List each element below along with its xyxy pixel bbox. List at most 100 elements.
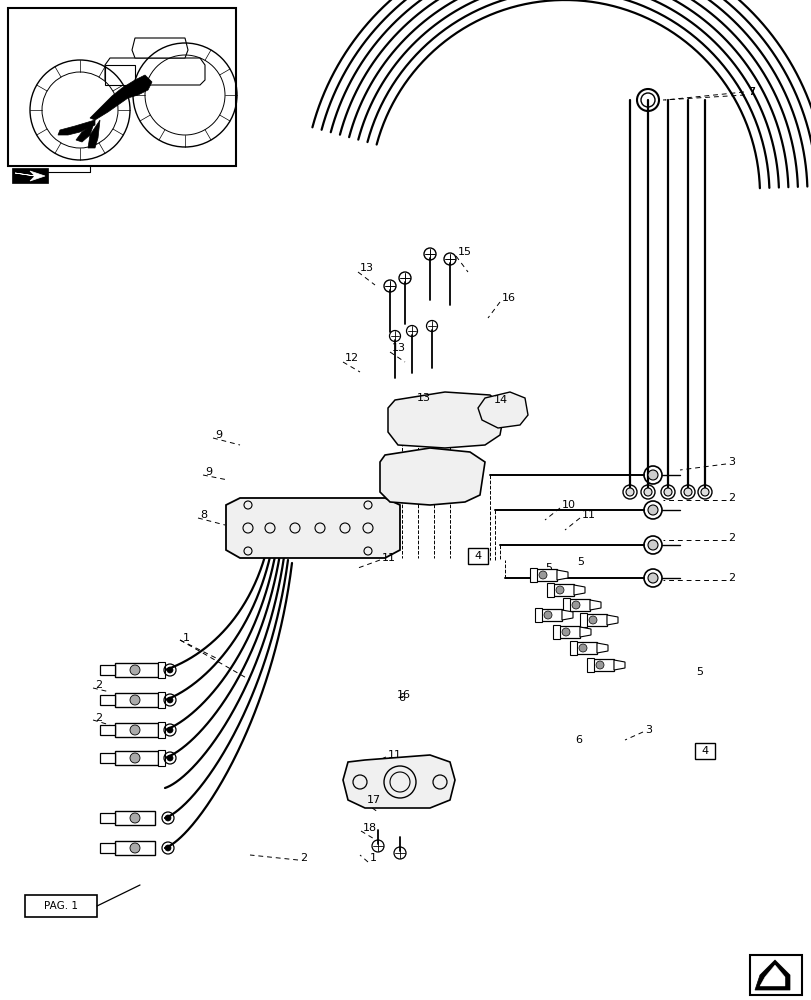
Text: 9: 9 (204, 467, 212, 477)
Polygon shape (552, 625, 560, 639)
Circle shape (167, 755, 173, 761)
Polygon shape (530, 568, 536, 582)
Polygon shape (100, 843, 115, 853)
Circle shape (165, 815, 171, 821)
Polygon shape (562, 598, 569, 612)
Text: 2: 2 (299, 853, 307, 863)
Text: 2: 2 (727, 573, 734, 583)
Text: 5: 5 (695, 667, 702, 677)
Polygon shape (100, 665, 115, 675)
Polygon shape (574, 642, 596, 654)
Text: 10: 10 (561, 500, 575, 510)
Polygon shape (115, 751, 158, 765)
Polygon shape (584, 614, 607, 626)
Text: 4: 4 (474, 551, 481, 561)
Bar (467, 548, 487, 564)
Circle shape (130, 695, 139, 705)
Text: 11: 11 (581, 510, 595, 520)
Text: 3: 3 (727, 457, 734, 467)
Polygon shape (759, 965, 784, 986)
Text: 8: 8 (200, 510, 207, 520)
Polygon shape (579, 613, 586, 627)
Text: 18: 18 (363, 823, 376, 833)
Polygon shape (478, 392, 527, 428)
Circle shape (578, 644, 586, 652)
Text: 5: 5 (544, 563, 551, 573)
Polygon shape (534, 608, 541, 622)
Polygon shape (561, 610, 573, 620)
Circle shape (130, 753, 139, 763)
Polygon shape (754, 960, 789, 990)
Polygon shape (115, 841, 155, 855)
Circle shape (683, 488, 691, 496)
Text: 11: 11 (388, 750, 401, 760)
Polygon shape (100, 753, 115, 763)
Text: 3: 3 (644, 725, 651, 735)
Polygon shape (342, 755, 454, 808)
Polygon shape (591, 659, 613, 671)
Polygon shape (158, 750, 165, 766)
Circle shape (595, 661, 603, 669)
Polygon shape (115, 693, 158, 707)
Circle shape (647, 573, 657, 583)
Bar (749, 955, 801, 995)
Polygon shape (115, 723, 158, 737)
Circle shape (130, 813, 139, 823)
Circle shape (165, 845, 171, 851)
Polygon shape (225, 498, 400, 558)
Polygon shape (158, 692, 165, 708)
Polygon shape (15, 171, 45, 181)
Text: 7: 7 (747, 87, 754, 97)
Polygon shape (100, 813, 115, 823)
Polygon shape (388, 392, 504, 448)
Text: 5: 5 (577, 557, 583, 567)
Circle shape (588, 616, 596, 624)
Circle shape (663, 488, 672, 496)
Circle shape (130, 665, 139, 675)
Polygon shape (90, 75, 152, 120)
Circle shape (625, 488, 633, 496)
Polygon shape (586, 658, 594, 672)
Polygon shape (115, 663, 158, 677)
Polygon shape (100, 725, 115, 735)
Circle shape (643, 488, 651, 496)
Circle shape (571, 601, 579, 609)
Polygon shape (596, 643, 607, 653)
Polygon shape (607, 615, 617, 625)
Polygon shape (88, 120, 100, 148)
Text: 6: 6 (397, 693, 405, 703)
Text: 16: 16 (397, 690, 410, 700)
Circle shape (539, 571, 547, 579)
Circle shape (647, 505, 657, 515)
Text: 17: 17 (367, 795, 380, 805)
Polygon shape (158, 722, 165, 738)
Text: 1: 1 (182, 633, 190, 643)
Text: PAG. 1: PAG. 1 (44, 901, 78, 911)
Text: 2: 2 (95, 680, 102, 690)
Polygon shape (539, 609, 561, 621)
Circle shape (167, 667, 173, 673)
Text: 2: 2 (727, 493, 734, 503)
Polygon shape (573, 585, 584, 595)
Text: 11: 11 (381, 553, 396, 563)
Text: 2: 2 (727, 533, 734, 543)
Polygon shape (380, 448, 484, 505)
Polygon shape (76, 120, 95, 142)
Text: 13: 13 (417, 393, 431, 403)
Text: 14: 14 (493, 395, 508, 405)
Bar (8, 8, 236, 166)
Polygon shape (551, 584, 573, 596)
Circle shape (647, 470, 657, 480)
Text: 4: 4 (701, 746, 708, 756)
Polygon shape (132, 38, 188, 58)
Polygon shape (12, 168, 48, 183)
Text: 9: 9 (215, 430, 222, 440)
Circle shape (543, 611, 551, 619)
Circle shape (130, 725, 139, 735)
Polygon shape (105, 65, 135, 85)
Text: 2: 2 (95, 713, 102, 723)
Polygon shape (556, 570, 568, 580)
Text: 6: 6 (574, 735, 581, 745)
Polygon shape (105, 58, 204, 85)
Polygon shape (557, 626, 579, 638)
